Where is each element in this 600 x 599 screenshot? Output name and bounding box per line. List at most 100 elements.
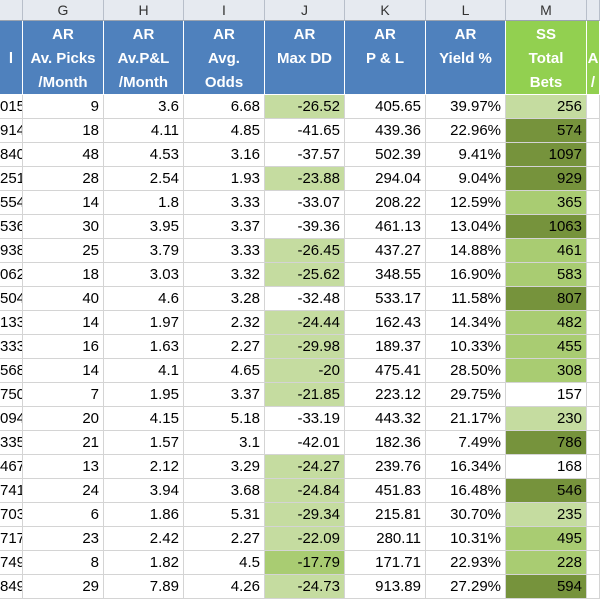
table-cell[interactable]: 3.32 [184, 263, 265, 287]
table-cell[interactable]: -22.09 [265, 527, 345, 551]
table-cell[interactable]: 308 [506, 359, 587, 383]
table-cell[interactable]: 21 [23, 431, 104, 455]
table-cell[interactable]: 3.79 [104, 239, 184, 263]
table-cell[interactable]: 2.42 [104, 527, 184, 551]
table-cell[interactable] [587, 335, 600, 359]
table-cell[interactable]: 10.33% [426, 335, 506, 359]
table-cell[interactable]: 913.89 [345, 575, 426, 599]
table-cell[interactable]: 3.33 [184, 239, 265, 263]
table-cell[interactable]: 3.95 [104, 215, 184, 239]
table-cell[interactable]: 7.49% [426, 431, 506, 455]
table-cell[interactable]: 3.1 [184, 431, 265, 455]
table-cell[interactable]: 16.48% [426, 479, 506, 503]
table-cell[interactable]: 439.36 [345, 119, 426, 143]
table-cell[interactable]: 29.75% [426, 383, 506, 407]
table-cell[interactable]: 39.97% [426, 95, 506, 119]
table-cell[interactable]: 256 [506, 95, 587, 119]
table-cell[interactable]: 461.13 [345, 215, 426, 239]
header-cell[interactable]: AR Max DD [265, 21, 345, 95]
table-cell[interactable]: 7.89 [104, 575, 184, 599]
table-cell[interactable]: 14.34% [426, 311, 506, 335]
table-cell[interactable]: 48 [23, 143, 104, 167]
table-cell[interactable]: 495 [506, 527, 587, 551]
table-cell[interactable]: 9.41% [426, 143, 506, 167]
table-cell[interactable]: 25 [23, 239, 104, 263]
table-cell[interactable]: 1.57 [104, 431, 184, 455]
table-cell[interactable] [587, 383, 600, 407]
column-header-j[interactable]: J [265, 0, 345, 21]
header-cell[interactable]: SS Total Bets [506, 21, 587, 95]
column-header-k[interactable]: K [345, 0, 426, 21]
table-cell[interactable]: 133 [0, 311, 23, 335]
table-cell[interactable]: 29 [23, 575, 104, 599]
table-cell[interactable]: 546 [506, 479, 587, 503]
table-cell[interactable]: 1.93 [184, 167, 265, 191]
column-header-g[interactable]: G [23, 0, 104, 21]
table-cell[interactable]: 168 [506, 455, 587, 479]
table-cell[interactable]: 094 [0, 407, 23, 431]
column-header-h[interactable]: H [104, 0, 184, 21]
table-cell[interactable]: 16.90% [426, 263, 506, 287]
table-cell[interactable]: 3.29 [184, 455, 265, 479]
table-cell[interactable]: 6.68 [184, 95, 265, 119]
table-cell[interactable] [587, 311, 600, 335]
table-cell[interactable]: 5.18 [184, 407, 265, 431]
table-cell[interactable]: 467 [0, 455, 23, 479]
table-cell[interactable]: -41.65 [265, 119, 345, 143]
table-cell[interactable]: 348.55 [345, 263, 426, 287]
table-cell[interactable] [587, 551, 600, 575]
table-cell[interactable]: 9.04% [426, 167, 506, 191]
table-cell[interactable]: 3.37 [184, 383, 265, 407]
header-cell[interactable]: l [0, 21, 23, 95]
table-cell[interactable]: 4.1 [104, 359, 184, 383]
table-cell[interactable]: 7 [23, 383, 104, 407]
table-cell[interactable]: 20 [23, 407, 104, 431]
table-cell[interactable]: -26.45 [265, 239, 345, 263]
table-cell[interactable]: -24.73 [265, 575, 345, 599]
header-cell[interactable]: AR Yield % [426, 21, 506, 95]
table-cell[interactable]: -39.36 [265, 215, 345, 239]
table-cell[interactable]: 24 [23, 479, 104, 503]
table-cell[interactable]: 502.39 [345, 143, 426, 167]
table-cell[interactable]: 40 [23, 287, 104, 311]
table-cell[interactable] [587, 527, 600, 551]
table-cell[interactable]: 239.76 [345, 455, 426, 479]
table-cell[interactable] [587, 503, 600, 527]
table-cell[interactable] [587, 143, 600, 167]
table-cell[interactable]: -29.34 [265, 503, 345, 527]
table-cell[interactable]: 3.03 [104, 263, 184, 287]
table-cell[interactable]: 16.34% [426, 455, 506, 479]
table-cell[interactable]: 2.54 [104, 167, 184, 191]
table-cell[interactable]: 3.68 [184, 479, 265, 503]
table-cell[interactable]: 3.16 [184, 143, 265, 167]
table-cell[interactable]: 294.04 [345, 167, 426, 191]
table-cell[interactable]: 335 [0, 431, 23, 455]
table-cell[interactable]: 18 [23, 119, 104, 143]
table-cell[interactable]: 230 [506, 407, 587, 431]
table-cell[interactable]: 223.12 [345, 383, 426, 407]
table-cell[interactable]: 8 [23, 551, 104, 575]
table-cell[interactable]: 28.50% [426, 359, 506, 383]
table-cell[interactable]: 14 [23, 191, 104, 215]
table-cell[interactable]: 3.37 [184, 215, 265, 239]
column-header-l[interactable]: L [426, 0, 506, 21]
table-cell[interactable]: 3.94 [104, 479, 184, 503]
table-cell[interactable] [587, 95, 600, 119]
table-cell[interactable]: 554 [0, 191, 23, 215]
table-cell[interactable]: 4.11 [104, 119, 184, 143]
table-cell[interactable]: -24.27 [265, 455, 345, 479]
table-cell[interactable]: 182.36 [345, 431, 426, 455]
table-cell[interactable]: 1.95 [104, 383, 184, 407]
table-cell[interactable]: -33.07 [265, 191, 345, 215]
table-cell[interactable]: 22.96% [426, 119, 506, 143]
table-cell[interactable]: 4.53 [104, 143, 184, 167]
table-cell[interactable]: 3.33 [184, 191, 265, 215]
table-cell[interactable]: 749 [0, 551, 23, 575]
table-cell[interactable] [587, 455, 600, 479]
table-cell[interactable]: -29.98 [265, 335, 345, 359]
table-cell[interactable]: 27.29% [426, 575, 506, 599]
table-cell[interactable]: 807 [506, 287, 587, 311]
table-cell[interactable]: -20 [265, 359, 345, 383]
table-cell[interactable]: 4.85 [184, 119, 265, 143]
table-cell[interactable]: 1.8 [104, 191, 184, 215]
